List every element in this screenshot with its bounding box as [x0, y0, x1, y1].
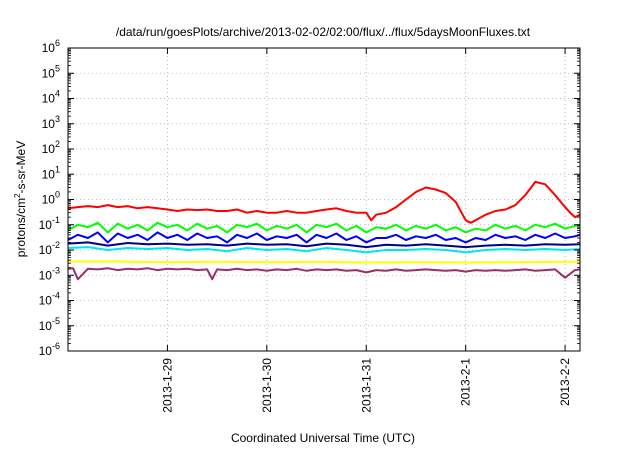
y-tick-label-exponent: -3	[52, 265, 60, 275]
y-tick-label: 10-5	[39, 316, 60, 333]
y-tick-label-base: 10	[39, 344, 53, 358]
y-tick-label: 105	[42, 63, 60, 80]
y-tick-label: 10-3	[39, 265, 60, 282]
y-tick-label-exponent: 1	[55, 164, 60, 174]
y-tick-label-exponent: 2	[55, 139, 60, 149]
y-tick-label-base: 10	[42, 92, 56, 106]
y-tick-label-exponent: -1	[52, 215, 60, 225]
chart-title: /data/run/goesPlots/archive/2013-02-02/0…	[116, 25, 531, 39]
y-axis-label: protons/cm2-s-sr-MeV	[13, 141, 28, 257]
y-tick-label-base: 10	[39, 268, 53, 282]
y-tick-label: 100	[42, 190, 60, 207]
series-layer	[67, 180, 581, 281]
y-tick-label-exponent: -2	[52, 240, 60, 250]
y-tick-label-base: 10	[39, 319, 53, 333]
y-tick-label-exponent: 0	[55, 190, 60, 200]
y-tick-label-base: 10	[42, 117, 56, 131]
y-tick-label: 10-6	[39, 341, 60, 358]
y-tick-label-exponent: 3	[55, 114, 60, 124]
y-tick-label-exponent: -6	[52, 341, 60, 351]
grid	[68, 48, 580, 351]
y-tick-label-base: 10	[39, 218, 53, 232]
series-line-2	[67, 221, 581, 234]
series-line-5	[67, 246, 581, 254]
y-tick-label-base: 10	[42, 167, 56, 181]
y-tick-label-base: 10	[42, 142, 56, 156]
x-tick-label: 2013-1-29	[160, 358, 174, 413]
y-tick-label-base: 10	[39, 243, 53, 257]
y-tick-label-exponent: -4	[52, 291, 60, 301]
series-line-7	[67, 267, 581, 281]
x-tick-label: 2013-1-31	[359, 358, 373, 413]
y-tick-label-base: 10	[42, 66, 56, 80]
series-line-6	[68, 260, 580, 264]
y-tick-label-base: 10	[42, 193, 56, 207]
y-tick-label: 10-4	[39, 291, 60, 308]
series-line-4	[67, 241, 581, 249]
y-tick-label-base: 10	[42, 41, 56, 55]
y-tick-label: 102	[42, 139, 60, 156]
y-axis-label-rest: -s-sr-MeV	[14, 141, 28, 194]
x-tick-label: 2013-2-2	[558, 358, 572, 406]
y-tick-label-exponent: 6	[55, 38, 60, 48]
x-tick-label: 2013-1-30	[260, 358, 274, 413]
y-tick-label: 10-2	[39, 240, 60, 257]
y-tick-label: 101	[42, 164, 60, 181]
y-tick-label-exponent: 5	[55, 63, 60, 73]
series-line-3	[67, 231, 581, 244]
y-axis-label-sup: 2	[13, 193, 22, 198]
y-tick-label: 10-1	[39, 215, 60, 232]
series-line-1	[67, 180, 581, 224]
y-tick-label-exponent: -5	[52, 316, 60, 326]
y-tick-label: 106	[42, 38, 60, 55]
x-axis-label: Coordinated Universal Time (UTC)	[231, 431, 415, 445]
x-tick-label: 2013-2-1	[459, 358, 473, 406]
y-tick-label: 103	[42, 114, 60, 131]
axes: 10-610-510-410-310-210-11001011021031041…	[39, 38, 580, 413]
y-axis-label-main: protons/cm	[14, 198, 28, 257]
y-tick-label-exponent: 4	[55, 89, 60, 99]
y-tick-label: 104	[42, 89, 60, 106]
y-tick-label-base: 10	[39, 294, 53, 308]
